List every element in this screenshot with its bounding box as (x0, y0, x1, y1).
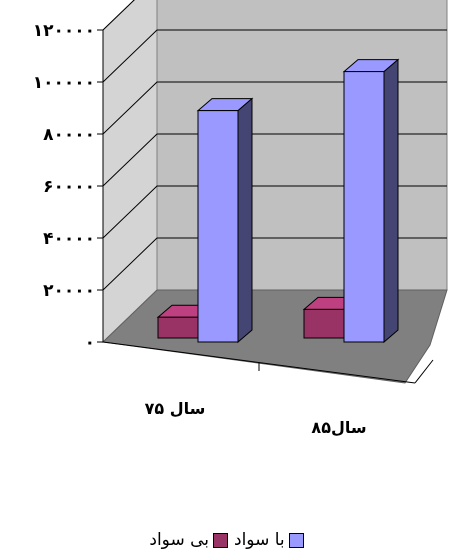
legend: با سواد بی سواد (0, 526, 453, 554)
x-tick-label-0: سال ۷۵ (145, 399, 206, 418)
y-axis-ticks: ۰ ۲۰۰۰۰ ۴۰۰۰۰ ۶۰۰۰۰ ۸۰۰۰۰ ۱۰۰۰۰۰ ۱۲۰۰۰۰ (33, 21, 103, 353)
side-wall (102, 0, 158, 344)
bar-1-1-side (383, 58, 399, 344)
y-tick-label: ۱۲۰۰۰۰ (33, 21, 95, 41)
y-tick-label: ۰ (85, 333, 95, 353)
legend-item-series-0: بی سواد (149, 530, 228, 550)
y-tick-label: ۶۰۰۰۰ (43, 177, 95, 197)
legend-item-series-1: با سواد (234, 530, 304, 550)
y-tick-label: ۱۰۰۰۰۰ (33, 73, 95, 93)
bar-0-0-front (157, 316, 199, 339)
y-tick-label: ۸۰۰۰۰ (43, 125, 95, 145)
legend-swatch-series-0 (213, 532, 228, 548)
gridline (102, 29, 447, 83)
x-axis-labels: سال ۷۵ سال۸۵ (145, 399, 367, 437)
y-tick-label: ۲۰۰۰۰ (43, 281, 95, 301)
bar-1-0-front (303, 308, 345, 339)
gridline (102, 0, 135, 31)
y-tick-label: ۴۰۰۰۰ (43, 229, 95, 249)
bar-0-1-front (197, 110, 239, 343)
legend-swatch-series-1 (288, 532, 304, 548)
x-axis-line (102, 341, 416, 384)
x-axis-end (414, 359, 434, 384)
bars (156, 58, 400, 344)
legend-label-series-0: بی سواد (149, 530, 209, 550)
x-tick-label-1: سال۸۵ (311, 418, 366, 437)
bar-0-1-side (237, 97, 253, 344)
bar-1-1-front (343, 71, 385, 343)
bar-chart-3d: ۰ ۲۰۰۰۰ ۴۰۰۰۰ ۶۰۰۰۰ ۸۰۰۰۰ ۱۰۰۰۰۰ ۱۲۰۰۰۰ سال ۷۵… (33, 0, 448, 437)
legend-label-series-1: با سواد (234, 530, 285, 550)
